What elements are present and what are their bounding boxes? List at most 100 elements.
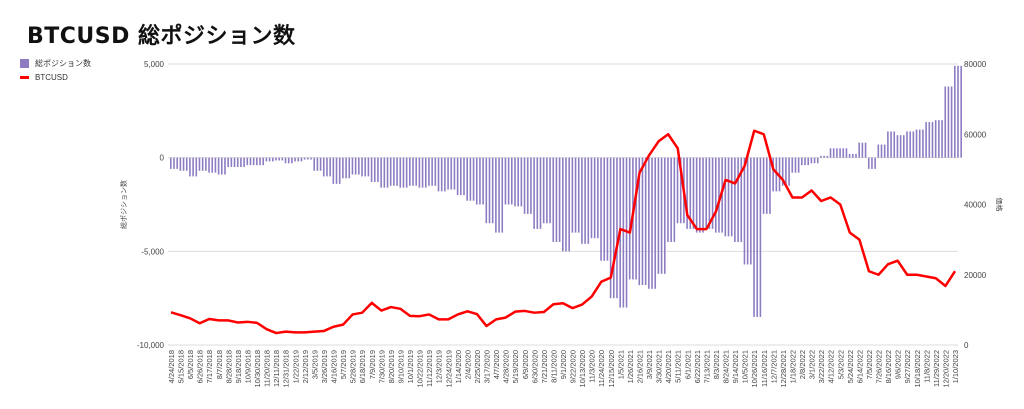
x-tick-label: 11/20/2018 (263, 350, 272, 387)
bar (310, 157, 312, 160)
bar (185, 157, 188, 171)
bar (281, 157, 284, 161)
bar (839, 148, 841, 158)
x-tick-label: 11/16/2021 (760, 350, 769, 387)
x-tick-label: 1/14/2020 (454, 350, 463, 383)
bar (488, 157, 491, 224)
bar (880, 144, 883, 158)
bar (660, 157, 663, 274)
bar (284, 157, 287, 164)
bar (431, 157, 433, 186)
bar (743, 157, 746, 265)
bar (268, 157, 271, 162)
bar (271, 157, 274, 162)
bar (472, 157, 475, 201)
bar (182, 157, 185, 171)
bar (303, 157, 306, 160)
bar (934, 120, 937, 158)
x-tick-label: 8/24/2021 (722, 350, 731, 383)
y-tick-right: 20000 (964, 271, 987, 280)
bar (603, 157, 606, 261)
bar (813, 157, 816, 164)
bar (539, 157, 542, 229)
bar (240, 157, 242, 168)
bar (622, 157, 625, 308)
bar (549, 157, 551, 224)
bar (957, 65, 959, 158)
x-tick-label: 1/18/2022 (788, 350, 797, 383)
bar (727, 157, 730, 237)
x-tick-label: 6/18/2019 (358, 350, 367, 383)
bar (676, 157, 679, 224)
bar (259, 157, 261, 166)
bar (450, 157, 453, 190)
bar (246, 157, 249, 166)
bar (724, 157, 727, 237)
bar (852, 153, 854, 158)
bar (711, 157, 714, 229)
bar (950, 86, 953, 158)
bar (762, 157, 765, 214)
bar (925, 122, 927, 158)
bar (533, 157, 535, 229)
bar (816, 157, 819, 164)
bar (954, 65, 956, 158)
bar (176, 157, 178, 169)
bar (861, 142, 864, 158)
x-tick-label: 11/12/2019 (425, 350, 434, 387)
bar (797, 157, 800, 173)
x-tick-label: 7/30/2019 (377, 350, 386, 383)
bar (565, 157, 567, 252)
bar (377, 157, 379, 183)
bar (574, 157, 577, 233)
bar (753, 157, 755, 317)
x-tick-label: 7/26/2022 (875, 350, 884, 383)
y-axis-label-left: 総ポジション数 (119, 180, 128, 229)
bar (820, 155, 822, 158)
bar (794, 157, 797, 173)
bar (319, 157, 322, 171)
bar (530, 157, 532, 214)
x-tick-label: 6/22/2021 (693, 350, 702, 383)
legend-line-swatch (20, 76, 29, 79)
x-tick-label: 6/5/2018 (186, 350, 195, 379)
x-tick-label: 4/28/2020 (502, 350, 511, 383)
bar (705, 157, 708, 229)
bar (208, 157, 210, 173)
bar (670, 157, 672, 242)
bar (214, 157, 217, 173)
bar (224, 157, 226, 175)
bar (740, 157, 743, 242)
x-tick-label: 12/20/2022 (941, 350, 950, 388)
bar (635, 157, 637, 280)
bar (265, 157, 268, 162)
bar (409, 157, 411, 186)
x-tick-label: 3/1/2022 (808, 350, 817, 379)
x-tick-label: 10/9/2018 (243, 350, 252, 383)
bar (899, 135, 902, 158)
bar (628, 157, 631, 280)
legend-item-btcusd: BTCUSD (20, 73, 68, 82)
legend-bar-swatch (20, 59, 29, 68)
bar (810, 157, 813, 164)
bar (434, 157, 437, 186)
x-tick-label: 8/11/2020 (549, 350, 558, 383)
x-tick-label: 12/3/2019 (435, 350, 444, 383)
bar (440, 157, 443, 192)
bar (931, 122, 934, 158)
bar (475, 157, 478, 205)
bar (396, 157, 398, 186)
bar (526, 157, 529, 214)
bar (772, 157, 774, 192)
x-tick-label: 9/22/2020 (569, 350, 578, 383)
x-tick-label: 12/24/2019 (444, 350, 453, 388)
bar (482, 157, 484, 205)
x-tick-label: 9/6/2022 (894, 350, 903, 379)
bar (456, 157, 459, 196)
bar (217, 157, 220, 175)
bar (230, 157, 233, 168)
bar (903, 135, 905, 158)
bar (893, 131, 896, 158)
x-tick-label: 6/30/2020 (530, 350, 539, 383)
